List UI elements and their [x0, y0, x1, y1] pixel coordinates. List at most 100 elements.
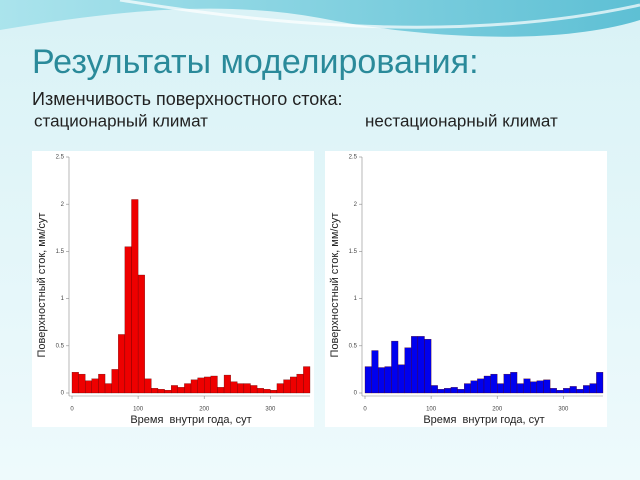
bar — [223, 374, 231, 394]
bar — [137, 274, 145, 394]
bar — [437, 389, 445, 394]
bar — [111, 369, 119, 394]
chart-title: нестационарный климат — [365, 111, 558, 130]
bar — [530, 381, 538, 394]
bar — [91, 378, 99, 394]
y-tick-label: 1.5 — [349, 249, 358, 255]
bar — [204, 376, 211, 394]
chart-title: стационарный климат — [34, 111, 208, 130]
bar — [124, 246, 132, 394]
slide-title: Результаты моделирования: — [32, 43, 479, 81]
bar — [477, 378, 485, 394]
bar — [444, 388, 452, 394]
x-tick-label: 200 — [492, 407, 503, 413]
bar — [397, 364, 405, 394]
bar — [391, 340, 399, 394]
bar — [118, 334, 126, 394]
bar — [190, 379, 198, 394]
y-tick-label: 1 — [61, 296, 65, 302]
bar — [210, 375, 218, 394]
bar — [104, 383, 112, 394]
bar — [290, 376, 297, 394]
bar — [303, 366, 311, 394]
bar — [296, 373, 304, 394]
y-tick-label: 2.5 — [349, 155, 358, 161]
bar — [470, 380, 478, 394]
bar — [371, 350, 379, 394]
bar — [417, 336, 425, 394]
y-tick-label: 2.5 — [56, 155, 65, 161]
bar — [543, 379, 551, 394]
bar — [464, 383, 471, 394]
bar — [177, 387, 185, 394]
y-axis-label: Поверхностный сток, мм/сут — [329, 213, 341, 358]
x-tick-label: 0 — [363, 407, 367, 413]
y-tick-label: 0 — [354, 391, 358, 397]
bar — [404, 347, 412, 394]
bar — [457, 389, 465, 394]
bar — [378, 367, 385, 394]
bar — [151, 388, 159, 394]
bar — [596, 372, 604, 394]
bar — [384, 366, 392, 394]
bar — [510, 372, 518, 394]
bar — [563, 388, 571, 394]
bar — [270, 390, 278, 394]
bar — [283, 379, 291, 394]
bar — [98, 373, 106, 394]
bar — [78, 373, 86, 394]
bar — [411, 336, 419, 394]
wave — [0, 0, 640, 37]
x-tick-label: 100 — [133, 407, 144, 413]
bar — [430, 385, 438, 394]
bar — [250, 385, 258, 394]
x-axis-label: Время внутри года, сут — [423, 414, 544, 426]
x-tick-label: 100 — [426, 407, 437, 413]
bar — [424, 339, 432, 394]
bar — [263, 389, 271, 394]
bar — [589, 383, 597, 394]
y-tick-label: 1.5 — [56, 249, 65, 255]
bar — [197, 377, 205, 394]
y-tick-label: 2 — [354, 202, 358, 208]
x-tick-label: 0 — [70, 407, 74, 413]
bar — [230, 381, 238, 394]
bar — [85, 380, 92, 394]
bar — [523, 378, 531, 394]
y-axis-label: Поверхностный сток, мм/сут — [36, 213, 48, 358]
bar — [237, 383, 245, 394]
bar — [490, 373, 498, 394]
bar — [276, 383, 284, 394]
bar — [171, 385, 178, 394]
bar — [217, 387, 225, 394]
bar — [450, 387, 458, 394]
bar — [157, 389, 165, 394]
bar — [583, 385, 590, 394]
bar — [569, 386, 577, 394]
bar — [256, 388, 264, 394]
wave-line — [119, 0, 640, 29]
bar — [164, 390, 172, 394]
bar — [364, 366, 372, 394]
bar — [556, 390, 564, 394]
x-axis-label: Время внутри года, сут — [130, 414, 251, 426]
bar — [243, 383, 251, 394]
bar — [184, 383, 192, 394]
y-tick-label: 2 — [61, 202, 65, 208]
slide-subtitle: Изменчивость поверхностного стока: — [32, 89, 343, 109]
x-tick-label: 200 — [199, 407, 210, 413]
y-tick-label: 1 — [354, 296, 358, 302]
bar — [549, 388, 557, 394]
bar — [131, 199, 139, 394]
y-tick-label: 0 — [61, 391, 65, 397]
bar — [516, 383, 524, 394]
bar — [576, 389, 584, 394]
bar — [536, 380, 544, 394]
x-tick-label: 300 — [265, 407, 276, 413]
bar — [144, 378, 152, 394]
y-tick-label: 0.5 — [56, 343, 65, 349]
bar — [497, 383, 504, 394]
y-tick-label: 0.5 — [349, 343, 358, 349]
bar — [503, 373, 511, 394]
